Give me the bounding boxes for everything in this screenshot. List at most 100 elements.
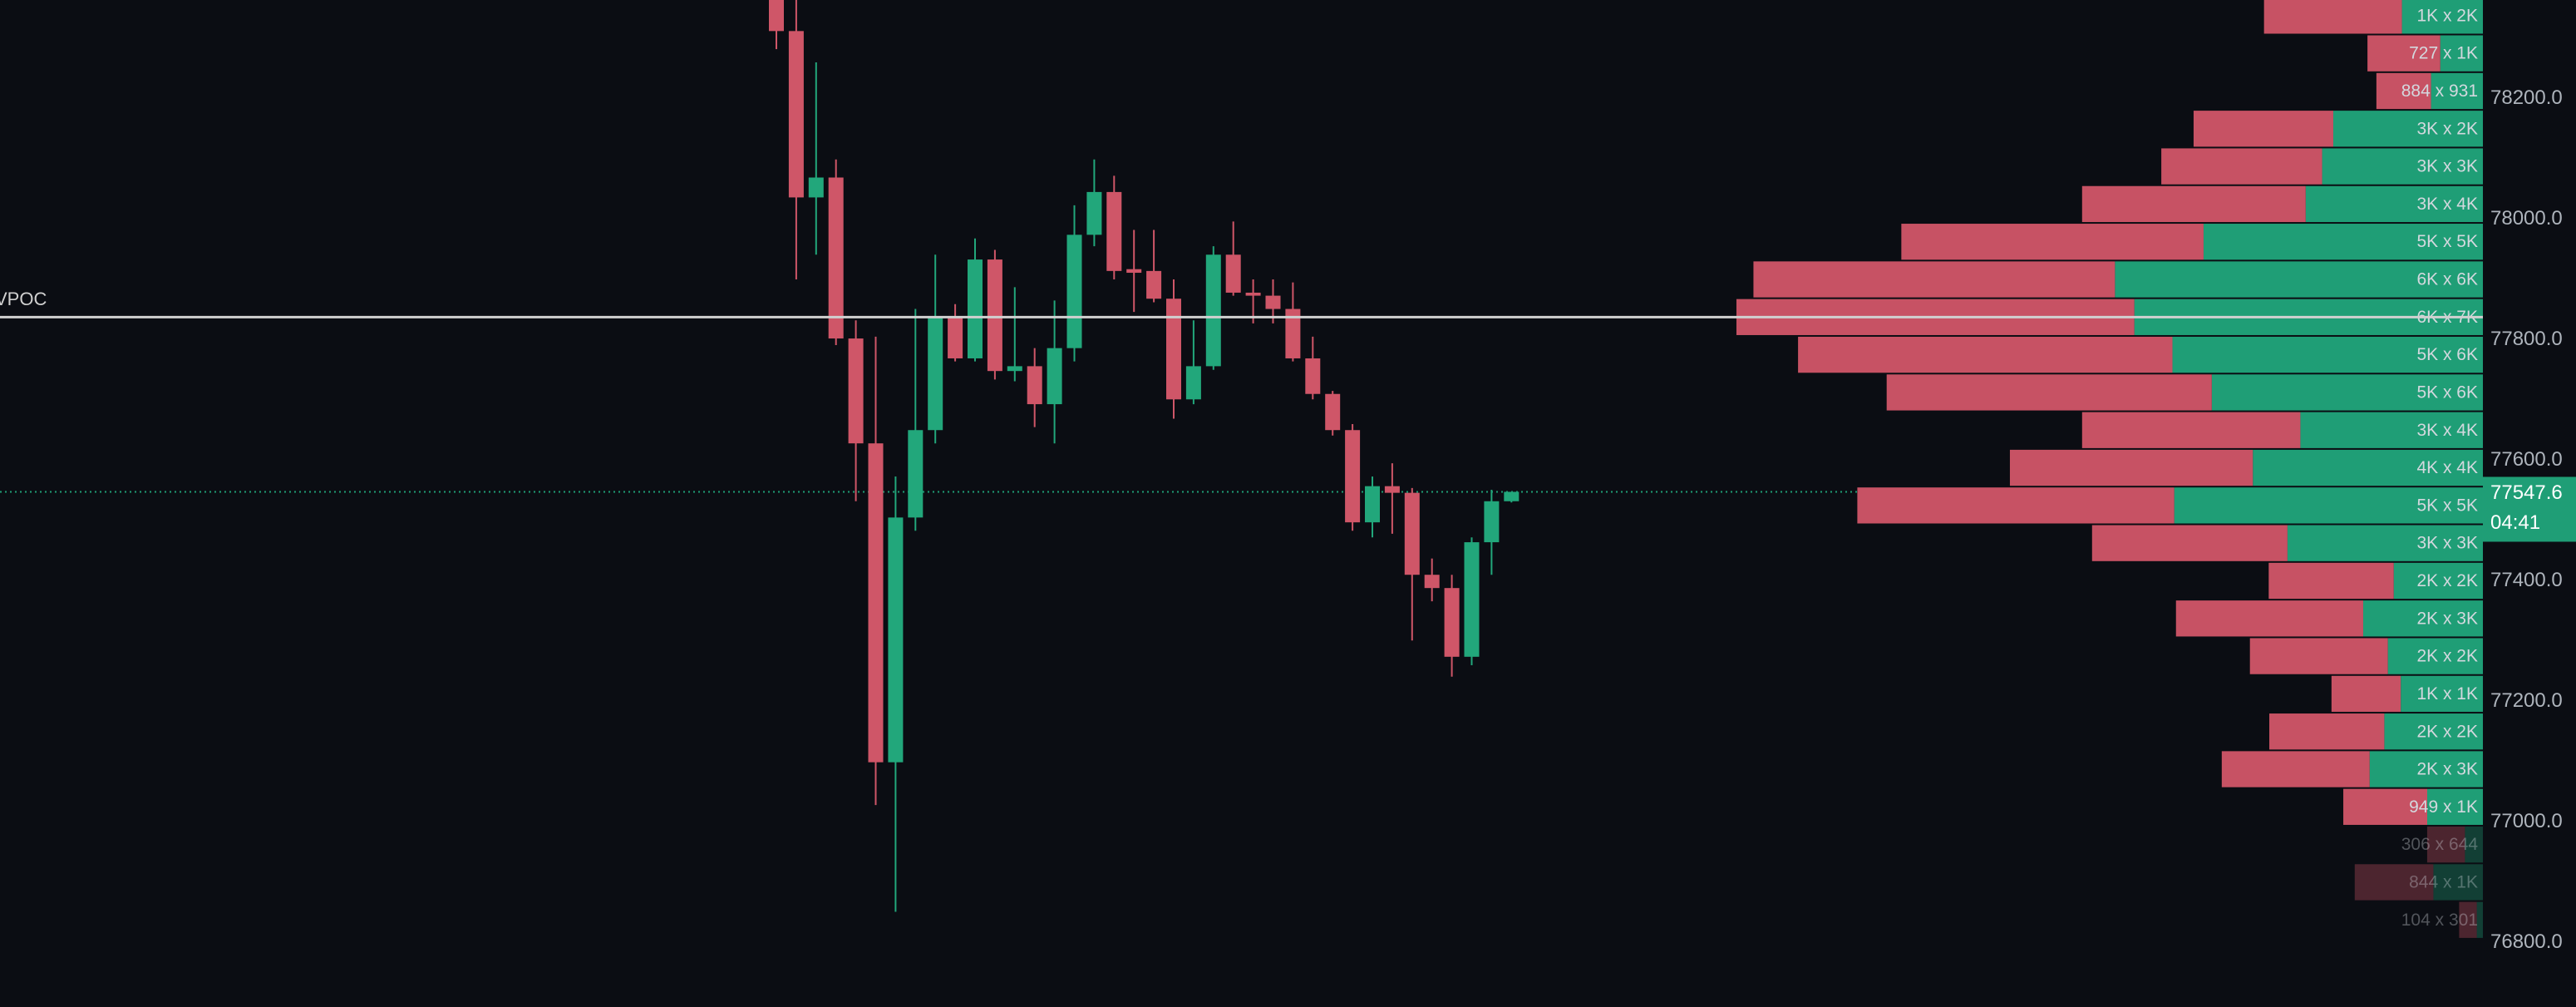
candle-body [1384,486,1400,493]
candle-body [1285,309,1301,358]
profile-sell-bar [2221,751,2370,787]
profile-buy-bar [2387,638,2483,674]
profile-label: 4K x 4K [2416,458,2478,477]
profile-sell-bar [2376,72,2431,110]
candle-body [1027,366,1042,405]
profile-buy-bar [2393,562,2483,600]
profile-sell-bar [2459,901,2477,938]
profile-buy-bar [2203,224,2483,260]
candle-body [1305,358,1321,394]
profile-sell-bar [2354,864,2434,901]
profile-label: 884 x 931 [2401,81,2478,101]
profile-sell-bar [1857,487,2175,524]
candle-body [888,517,904,763]
profile-buy-bar [2440,35,2483,72]
candle-body [1225,254,1241,293]
profile-label: 727 x 1K [2409,44,2478,63]
profile-sell-bar [2331,675,2401,713]
profile-label: 1K x 2K [2416,6,2478,25]
y-tick-label: 76800.0 [2490,930,2563,953]
profile-buy-bar [2465,826,2483,863]
candle-body [1345,430,1361,523]
candle-body [928,316,943,431]
profile-buy-bar [2211,374,2483,411]
profile-label: 1K x 1K [2416,684,2478,703]
candle-body [1106,191,1122,271]
candle-body [788,31,804,198]
profile-label: 306 x 644 [2401,835,2479,854]
candle-body [1007,366,1022,372]
candle-body [948,316,963,358]
profile-label: 5K x 5K [2416,232,2478,251]
candle-body [828,177,844,339]
profile-buy-bar [2427,788,2483,825]
profile-buy-bar [2172,336,2483,373]
profile-sell-bar [1886,374,2212,411]
profile-label: 5K x 6K [2416,383,2478,402]
candle-body [1086,191,1102,235]
profile-sell-bar [2263,0,2402,34]
profile-sell-bar [1901,224,2204,260]
last-price-box [2483,476,2576,542]
countdown-label: 04:41 [2490,511,2540,534]
profile-label: 2K x 2K [2416,647,2478,666]
profile-buy-bar [2300,412,2483,448]
profile-buy-bar [2322,148,2483,185]
profile-buy-bar [2369,751,2483,787]
profile-buy-bar [2433,864,2483,901]
candle-body [1484,501,1500,543]
candle-body [1265,295,1281,309]
profile-sell-bar [2343,788,2428,825]
profile-buy-bar [2305,185,2483,223]
profile-sell-bar [2426,826,2465,863]
candle-body [1146,270,1162,299]
profile-label: 3K x 3K [2416,157,2478,176]
candle-body [1245,292,1261,296]
vpoc-label: VPOC [0,289,47,309]
candle-body [968,259,983,358]
candle-body [1185,366,1201,400]
candle-body [1325,393,1341,431]
profile-buy-bar [2287,525,2483,561]
candle-body [1066,234,1082,348]
profile-label: 844 x 1K [2409,872,2478,891]
candle-body [769,0,784,32]
candle-body [868,443,884,763]
profile-sell-bar [1753,261,2115,298]
profile-label: 3K x 2K [2416,119,2478,138]
profile-buy-bar [2332,111,2483,147]
profile-sell-bar [2249,638,2388,674]
profile-sell-bar [2269,713,2385,750]
profile-buy-bar [2431,72,2483,110]
profile-buy-bar [2174,487,2483,524]
profile-sell-bar [2161,148,2322,185]
candle-body [1504,491,1519,501]
candle-body [1424,575,1440,589]
profile-label: 6K x 6K [2416,270,2478,289]
profile-label: 5K x 6K [2416,345,2478,364]
profile-label: 3K x 4K [2416,195,2478,214]
y-tick-label: 77400.0 [2490,569,2563,591]
profile-sell-bar [2081,185,2306,223]
candle-body [1126,269,1142,274]
profile-label: 5K x 5K [2416,496,2478,515]
profile-sell-bar [1798,336,2173,373]
y-tick-label: 77000.0 [2490,810,2563,832]
y-tick-label: 77600.0 [2490,448,2563,471]
profile-sell-bar [2175,600,2363,637]
profile-sell-bar [2091,525,2288,561]
vpoc-layer: VPOC [0,289,2483,318]
profile-buy-bar [2253,449,2483,486]
profile-sell-bar [2367,35,2441,72]
y-tick-label: 78200.0 [2490,86,2563,109]
last-price-label: 77547.6 [2490,481,2563,504]
candle-body [848,338,864,444]
candle-body [1404,492,1420,575]
candle-body [908,430,924,518]
volume-profile: 1K x 2K 727 x 1K 884 x 931 3K x 2K 3K x 3K 3K… [1736,0,2483,938]
profile-buy-bar [2401,0,2483,34]
price-axis: 76800.0 77000.0 77200.0 77400.0 77600.0 77800… [2483,86,2576,953]
candle-body [1047,348,1062,405]
